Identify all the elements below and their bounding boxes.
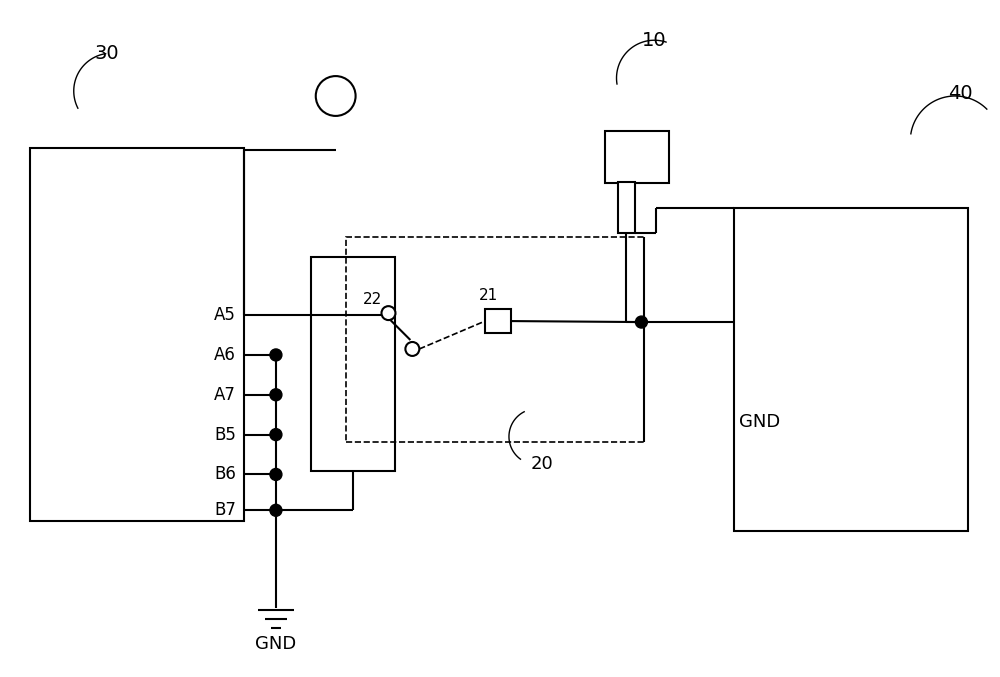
Text: 30: 30: [94, 44, 119, 63]
Bar: [346, 238, 644, 441]
Circle shape: [270, 349, 282, 361]
Text: A7: A7: [214, 386, 236, 403]
Bar: [30, 148, 244, 521]
Text: B7: B7: [214, 501, 236, 519]
Text: 10: 10: [642, 30, 667, 49]
Bar: [311, 257, 395, 471]
Circle shape: [316, 76, 356, 116]
Text: 21: 21: [478, 288, 498, 303]
Circle shape: [270, 468, 282, 481]
Text: 22: 22: [363, 292, 382, 307]
Circle shape: [270, 429, 282, 441]
Circle shape: [405, 342, 419, 356]
Circle shape: [270, 504, 282, 517]
Bar: [618, 181, 635, 234]
Text: B5: B5: [214, 426, 236, 443]
Bar: [605, 131, 669, 183]
Text: A5: A5: [214, 306, 236, 324]
Circle shape: [381, 306, 395, 320]
Text: A6: A6: [214, 346, 236, 364]
Bar: [734, 208, 968, 531]
Text: 20: 20: [530, 456, 553, 473]
Text: GND: GND: [255, 635, 297, 653]
Text: 40: 40: [948, 83, 972, 102]
Bar: [485, 309, 511, 333]
Text: B6: B6: [214, 466, 236, 483]
Text: GND: GND: [739, 413, 780, 431]
Circle shape: [270, 389, 282, 401]
Circle shape: [635, 316, 647, 328]
